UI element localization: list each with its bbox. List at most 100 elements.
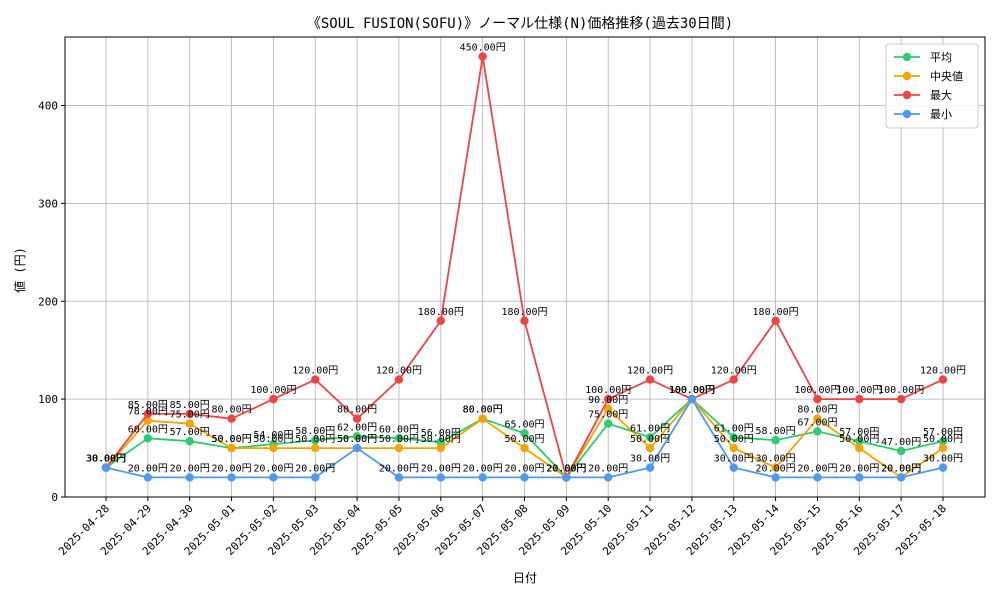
data-point (143, 416, 153, 425)
data-point (813, 414, 822, 423)
legend-label: 最大 (930, 88, 952, 102)
data-label: 30.00円 (86, 454, 126, 465)
data-point (185, 409, 194, 419)
data-label: 100.00円 (669, 385, 715, 396)
data-label: 30.00円 (86, 454, 126, 465)
data-label: 50.00円 (295, 434, 335, 445)
data-point (311, 436, 320, 445)
legend-marker (902, 109, 912, 119)
data-label: 62.00円 (337, 422, 377, 433)
legend-label: 最小 (930, 108, 952, 121)
data-label: 20.00円 (211, 463, 251, 474)
data-point (352, 414, 362, 423)
data-label: 47.00円 (881, 437, 921, 448)
data-label: 120.00円 (711, 366, 757, 377)
data-label: 100.00円 (794, 385, 840, 396)
data-point (771, 473, 780, 482)
data-point (352, 432, 362, 441)
data-point (729, 375, 738, 384)
data-label: 30.00円 (756, 454, 796, 465)
data-label: 50.00円 (211, 434, 251, 445)
data-point (938, 375, 948, 384)
data-label: 50.00円 (923, 434, 963, 445)
data-point (520, 316, 529, 326)
data-point (938, 463, 948, 472)
data-point (143, 434, 153, 443)
data-point (938, 443, 948, 453)
data-point (771, 316, 780, 326)
grid-lines (65, 37, 985, 498)
data-point (604, 404, 613, 414)
legend-marker (902, 52, 912, 62)
data-label: 50.00円 (630, 434, 670, 445)
data-label: 80.00円 (463, 405, 503, 416)
data-point (436, 437, 445, 447)
data-point (520, 429, 529, 438)
data-label: 61.00円 (630, 423, 670, 434)
data-label: 80.00円 (337, 405, 377, 416)
data-label: 57.00円 (170, 427, 210, 438)
data-label: 65.00円 (504, 419, 544, 430)
data-label: 20.00円 (839, 463, 879, 474)
data-point (143, 409, 153, 419)
data-point (896, 446, 906, 456)
data-label: 50.00円 (839, 434, 879, 445)
data-point (855, 473, 864, 482)
x-axis-label: 日付 (513, 571, 537, 585)
data-point (436, 473, 445, 482)
data-label: 85.00円 (170, 400, 210, 411)
data-point (729, 463, 738, 472)
data-label: 50.00円 (379, 434, 419, 445)
data-label: 50.00円 (714, 434, 754, 445)
data-label: 80.00円 (211, 405, 251, 416)
data-label: 30.00円 (86, 454, 126, 465)
data-point (269, 443, 278, 453)
data-point (687, 394, 697, 404)
data-point (227, 414, 236, 423)
data-point (394, 434, 404, 443)
data-label: 100.00円 (878, 385, 924, 396)
data-label: 120.00円 (627, 366, 673, 377)
data-label: 20.00円 (546, 463, 586, 474)
data-point (269, 473, 278, 482)
data-point (729, 443, 738, 453)
data-point (101, 463, 111, 472)
data-point (896, 394, 906, 404)
data-point (645, 443, 655, 453)
y-tick-label: 200 (38, 295, 58, 308)
data-label: 20.00円 (546, 463, 586, 474)
data-label: 58.00円 (295, 426, 335, 437)
data-label: 20.00円 (546, 463, 586, 474)
data-point (813, 394, 822, 404)
data-label: 100.00円 (669, 385, 715, 396)
data-label: 75.00円 (170, 410, 210, 421)
data-label: 57.00円 (923, 427, 963, 438)
legend-box (885, 43, 979, 129)
data-label: 180.00円 (418, 307, 464, 318)
data-label: 180.00円 (501, 307, 547, 318)
data-point (227, 443, 236, 453)
data-point (604, 473, 613, 482)
data-label: 30.00円 (714, 454, 754, 465)
data-label: 100.00円 (250, 385, 296, 396)
data-label: 50.00円 (337, 434, 377, 445)
data-point (185, 437, 194, 446)
y-tick-label: 400 (38, 100, 58, 113)
data-point (185, 419, 194, 428)
data-label: 100.00円 (669, 385, 715, 396)
data-point (645, 375, 655, 384)
data-label: 58.00円 (756, 426, 796, 437)
data-point (729, 433, 738, 442)
legend-label: 中央値 (930, 70, 963, 83)
data-point (185, 473, 194, 482)
data-label: 60.00円 (379, 424, 419, 435)
data-point (436, 443, 445, 453)
data-point (478, 414, 487, 423)
data-label: 20.00円 (588, 463, 628, 474)
data-point (771, 463, 780, 472)
data-label: 20.00円 (756, 463, 796, 474)
data-point (394, 375, 404, 384)
data-point (269, 394, 278, 404)
data-label: 100.00円 (669, 385, 715, 396)
